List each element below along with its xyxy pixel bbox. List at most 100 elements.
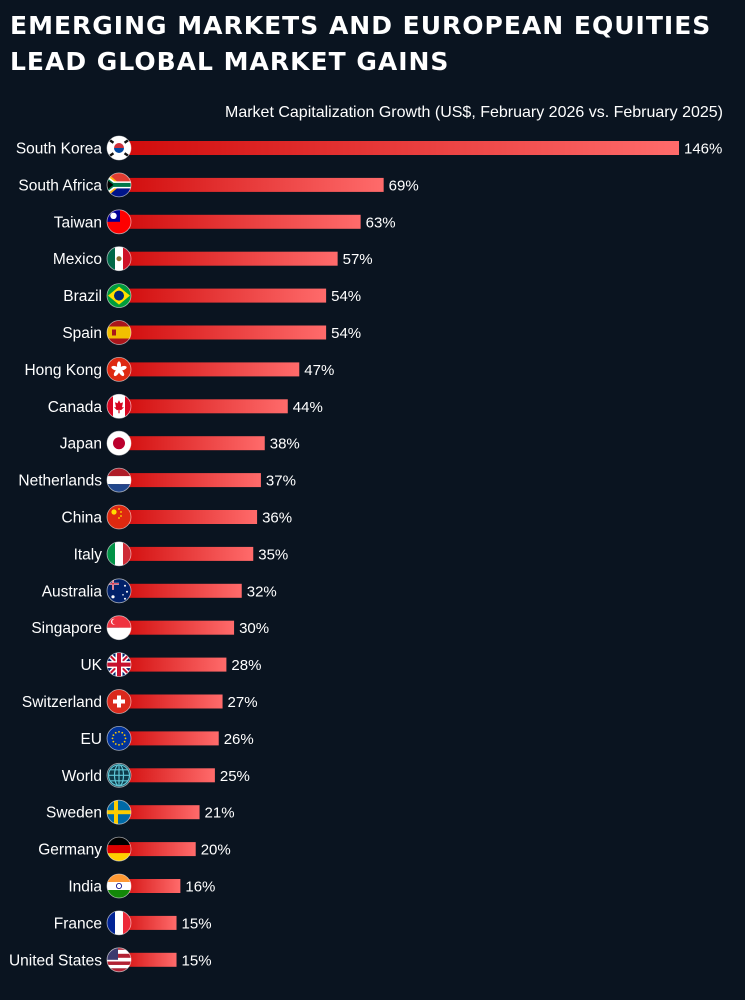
bar-row-canada: Canada 44% — [48, 393, 323, 419]
value-label: 47% — [304, 362, 334, 379]
bar-row-sweden: Sweden 21% — [46, 799, 235, 825]
value-label: 146% — [684, 141, 722, 158]
value-label: 38% — [270, 436, 300, 453]
france-flag-icon — [106, 910, 132, 936]
bar — [119, 620, 235, 635]
bar-row-switzerland: Switzerland 27% — [22, 689, 258, 714]
bar-row-united-states: United States 15% — [9, 947, 212, 973]
germany-flag-icon — [106, 836, 132, 862]
bar — [119, 473, 261, 488]
south-africa-flag-icon — [106, 172, 132, 198]
category-label: Italy — [74, 546, 103, 563]
category-label: Singapore — [31, 620, 102, 637]
category-label: South Africa — [18, 177, 102, 194]
category-label: South Korea — [16, 141, 103, 158]
value-label: 36% — [262, 510, 292, 527]
bar — [119, 510, 258, 524]
canada-flag-icon — [106, 393, 132, 419]
bar — [119, 583, 242, 598]
value-label: 21% — [205, 805, 235, 822]
category-label: Brazil — [63, 288, 102, 305]
value-label: 37% — [266, 473, 296, 490]
bar — [119, 251, 338, 266]
value-label: 32% — [247, 583, 277, 600]
bar — [119, 177, 384, 192]
italy-flag-icon — [106, 541, 132, 567]
bar-row-china: China 36% — [62, 504, 292, 530]
australia-flag-icon — [106, 578, 132, 604]
category-label: China — [62, 510, 103, 527]
bar-row-netherlands: Netherlands 37% — [18, 467, 296, 493]
value-label: 15% — [182, 915, 212, 932]
category-label: Hong Kong — [24, 362, 102, 379]
globe-icon — [106, 762, 132, 788]
category-label: Spain — [62, 325, 102, 342]
title-line-2: Lead Global Market Gains — [10, 47, 450, 76]
category-label: UK — [80, 657, 102, 674]
bar-row-south-africa: South Africa 69% — [18, 172, 419, 198]
bar-row-germany: Germany 20% — [38, 836, 231, 862]
netherlands-flag-icon — [106, 467, 132, 493]
bar-row-eu: EU 26% — [80, 726, 254, 751]
bar-row-italy: Italy 35% — [74, 541, 288, 567]
mexico-flag-icon — [106, 246, 132, 272]
bar-row-india: India 16% — [68, 873, 215, 899]
value-label: 44% — [293, 399, 323, 416]
category-label: United States — [9, 952, 102, 969]
category-label: World — [62, 768, 102, 785]
chart-subtitle: Market Capitalization Growth (US$, Febru… — [225, 104, 723, 121]
sweden-flag-icon — [106, 799, 132, 825]
bar — [119, 399, 288, 414]
value-label: 54% — [331, 288, 361, 305]
value-label: 30% — [239, 620, 269, 637]
united-states-flag-icon — [106, 947, 132, 973]
india-flag-icon — [106, 873, 132, 899]
south-korea-flag-icon — [106, 135, 132, 161]
bar — [119, 731, 219, 746]
hong-kong-flag-icon — [106, 356, 132, 382]
bar — [119, 436, 265, 451]
bar-row-japan: Japan 38% — [60, 430, 300, 456]
bar-row-uk: UK 28% — [80, 652, 261, 677]
category-label: Australia — [42, 583, 103, 600]
bar — [119, 952, 177, 967]
bar-row-brazil: Brazil 54% — [63, 283, 361, 309]
value-label: 20% — [201, 842, 231, 859]
eu-flag-icon — [106, 726, 132, 751]
category-label: Japan — [60, 436, 102, 453]
value-label: 15% — [182, 952, 212, 969]
bar-row-australia: Australia 32% — [42, 578, 277, 604]
taiwan-flag-icon — [106, 209, 132, 235]
bar — [119, 288, 327, 303]
switzerland-flag-icon — [106, 689, 132, 714]
bar-row-spain: Spain 54% — [62, 320, 361, 345]
value-label: 54% — [331, 325, 361, 342]
category-label: Canada — [48, 399, 103, 416]
category-label: France — [54, 915, 102, 932]
title-line-1: Emerging Markets and European Equities — [10, 11, 712, 40]
bar-row-france: France 15% — [54, 910, 212, 936]
category-label: Netherlands — [18, 473, 102, 490]
value-label: 25% — [220, 768, 250, 785]
singapore-flag-icon — [106, 615, 132, 641]
category-label: India — [68, 879, 102, 896]
category-label: Switzerland — [22, 694, 102, 711]
value-label: 16% — [185, 879, 215, 896]
bar — [119, 546, 254, 561]
bar-row-world: World 25% — [62, 762, 250, 788]
category-label: Mexico — [53, 251, 102, 268]
bar — [119, 694, 223, 709]
value-label: 27% — [228, 694, 258, 711]
page-title: Emerging Markets and European Equities L… — [10, 8, 730, 80]
bar — [119, 915, 177, 930]
bar-row-mexico: Mexico 57% — [53, 246, 373, 272]
value-label: 69% — [389, 177, 419, 194]
value-label: 63% — [366, 214, 396, 231]
value-label: 26% — [224, 731, 254, 748]
bar — [119, 214, 361, 229]
bar — [119, 805, 200, 820]
category-label: EU — [80, 731, 102, 748]
bar-row-taiwan: Taiwan 63% — [54, 209, 396, 235]
brazil-flag-icon — [106, 283, 132, 309]
